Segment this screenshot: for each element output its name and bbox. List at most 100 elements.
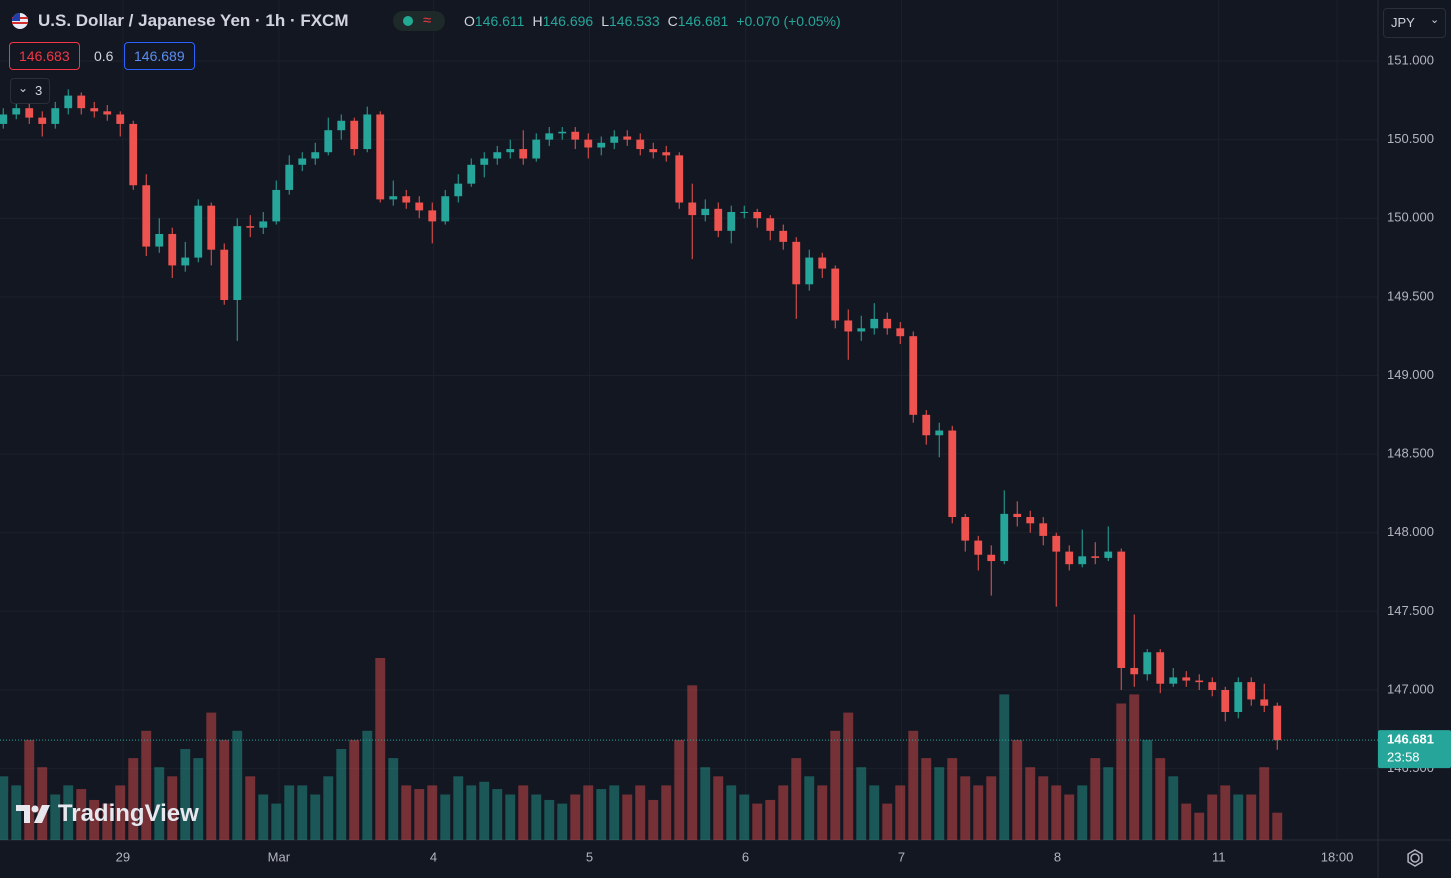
volume-bar [193,758,204,840]
candle-body [103,111,112,115]
candle-body [1221,689,1230,713]
volume-bar [921,758,932,840]
symbol-title[interactable]: U.S. Dollar / Japanese Yen · 1h · FXCM [38,11,349,30]
candle-body [532,139,541,159]
candle-body [727,211,736,231]
volume-bar [128,758,139,840]
volume-bar [1259,767,1270,840]
volume-bar [63,785,74,840]
candle-body [1091,556,1100,558]
candle-body [142,185,151,247]
x-tick-label: 8 [1054,849,1061,864]
volume-bar [661,785,672,840]
volume-bar [830,730,841,840]
settings-button[interactable] [1407,849,1423,867]
volume-bar [1272,812,1283,840]
volume-bar [271,803,282,840]
candle-body [1130,667,1139,675]
volume-bar [726,785,737,840]
candle-body [545,133,554,140]
candle-body [1078,556,1087,565]
volume-bar [466,785,477,840]
candle-body [896,328,905,337]
candle-body [935,430,944,436]
volume-bar [76,789,87,840]
gear-outline [1407,849,1423,867]
volume-bar [102,803,113,840]
volume-bar [1012,739,1023,840]
candle-body [64,95,73,109]
x-tick-label: 11 [1212,849,1226,864]
candle-body [857,328,866,332]
candle-body [558,131,567,134]
candle-body [1065,551,1074,565]
candle-body [1260,699,1269,706]
candle-body [662,152,671,156]
candle-body [948,430,957,518]
ask-button[interactable]: 146.689 [124,42,195,70]
volume-bar [349,739,360,840]
volume-bar [323,776,334,840]
volume-bar [1103,767,1114,840]
candle-body [1156,652,1165,684]
y-tick-label: 149.500 [1387,288,1434,303]
candle-body [805,257,814,285]
market-open-dot [403,16,413,26]
volume-bar [687,685,698,840]
volume-bar [1077,785,1088,840]
candle-body [714,208,723,231]
ohlc-value: 146.681 [677,13,729,29]
volume-bar [1246,794,1257,840]
candle-body [77,95,86,109]
volume-bar [1168,776,1179,840]
candle-body [909,336,918,415]
candle-body [337,120,346,131]
y-tick-label: 151.000 [1387,52,1434,67]
candle-body [233,226,242,301]
chevron: ⌄ [1430,14,1440,26]
candle-body [220,249,229,301]
volume-bar [557,803,568,840]
candle-body [519,149,528,159]
ohlc-key: H [532,13,543,29]
volume-bar [778,785,789,840]
candle-body [753,211,762,219]
volume-bar [37,767,48,840]
volume-bar [1194,812,1205,840]
candle-body [779,230,788,242]
volume-bar [1025,767,1036,840]
change: +0.070 (+0.05%) [736,13,841,29]
candle-body [1052,535,1061,552]
candle-body [597,142,606,148]
volume-bar [1129,694,1140,840]
volume-bar [414,789,425,840]
volume-bar [245,776,256,840]
indicators-toggle[interactable]: ⌄ 3 [10,78,50,104]
y-tick-label: 148.500 [1387,446,1434,461]
volume-layer [0,658,1283,840]
volume-bar [206,712,217,840]
candle-body [454,183,463,197]
candle-body [870,318,879,329]
currency-select[interactable]: JPY ⌄ [1383,8,1446,38]
volume-bar [1064,794,1075,840]
volume-bar [1116,703,1127,840]
status-pill[interactable]: ≈ [393,11,445,31]
y-tick-label: 150.000 [1387,210,1434,225]
candle-body [194,205,203,258]
candle-body [1026,517,1035,524]
volume-bar [1038,776,1049,840]
candle-body [571,131,580,140]
candle-body [766,218,775,231]
bid-button[interactable]: 146.683 [9,42,80,70]
candle-body [441,196,450,222]
spread: 0.6 [94,48,114,64]
volume-bar [700,767,711,840]
grid [0,0,1378,840]
y-tick-label: 147.500 [1387,603,1434,618]
candle-body [1195,680,1204,683]
gear-ring [1410,853,1420,863]
volume-bar [284,785,295,840]
ohlc-value: 146.533 [609,13,660,29]
volume-bar [453,776,464,840]
